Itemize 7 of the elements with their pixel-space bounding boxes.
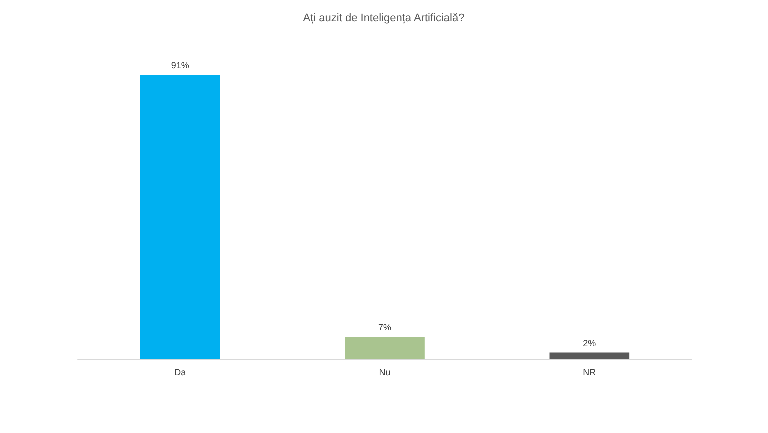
data-label: 7% [378,322,392,333]
x-tick-label: NR [583,368,597,378]
data-label: 91% [171,60,190,71]
x-tick-label: Nu [379,368,391,378]
data-label: 2% [583,338,596,348]
x-tick-label: Da [174,368,186,378]
chart-title: Ați auzit de Inteligența Artificială? [303,12,465,24]
